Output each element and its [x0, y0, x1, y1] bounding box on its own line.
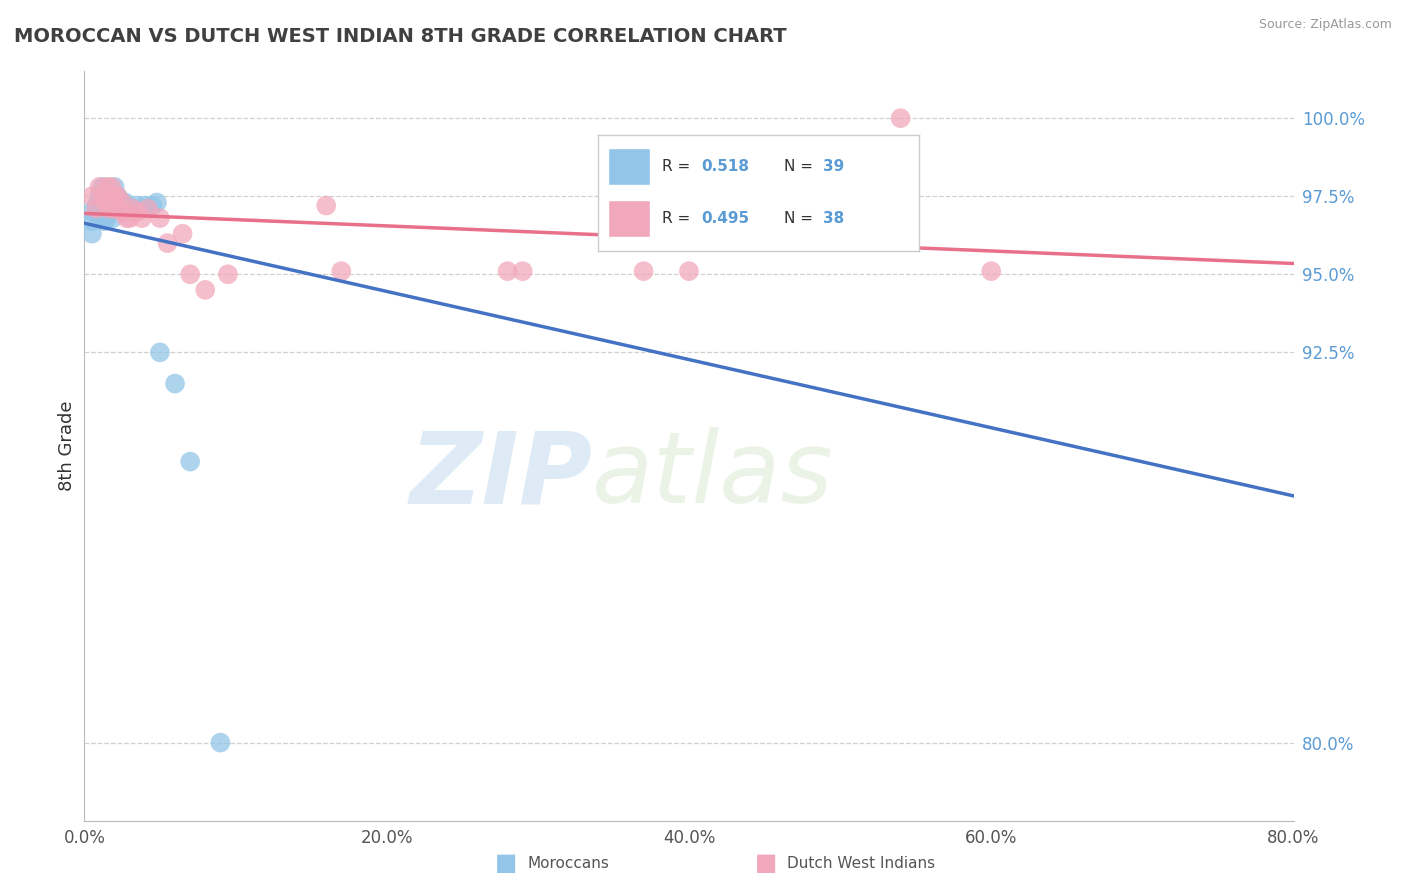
- Point: [96, 179, 118, 194]
- Point: [149, 345, 172, 359]
- Point: [131, 211, 153, 225]
- Text: ■: ■: [755, 852, 778, 875]
- Point: [217, 268, 239, 282]
- Point: [179, 454, 201, 468]
- Point: [111, 204, 134, 219]
- Point: [93, 214, 115, 228]
- Text: Dutch West Indians: Dutch West Indians: [787, 856, 935, 871]
- Point: [131, 202, 153, 216]
- Point: [86, 198, 108, 212]
- Point: [96, 202, 118, 216]
- Point: [330, 264, 353, 278]
- Point: [194, 283, 217, 297]
- Point: [96, 211, 118, 225]
- Point: [602, 179, 624, 194]
- Point: [104, 179, 127, 194]
- Point: [141, 198, 163, 212]
- Point: [100, 179, 122, 194]
- Point: [104, 202, 127, 216]
- Y-axis label: 8th Grade: 8th Grade: [58, 401, 76, 491]
- Point: [107, 189, 129, 203]
- Point: [111, 204, 134, 219]
- Point: [96, 189, 118, 203]
- Point: [179, 268, 201, 282]
- Point: [633, 264, 655, 278]
- Point: [96, 189, 118, 203]
- Point: [97, 202, 120, 216]
- Point: [89, 179, 111, 194]
- Point: [114, 195, 136, 210]
- Point: [80, 204, 103, 219]
- Text: ZIP: ZIP: [409, 427, 592, 524]
- Point: [94, 195, 117, 210]
- Point: [121, 202, 143, 216]
- Point: [80, 227, 103, 241]
- Point: [118, 211, 141, 225]
- Point: [97, 189, 120, 203]
- Point: [156, 235, 179, 250]
- Point: [91, 179, 114, 194]
- Text: MOROCCAN VS DUTCH WEST INDIAN 8TH GRADE CORRELATION CHART: MOROCCAN VS DUTCH WEST INDIAN 8TH GRADE …: [14, 27, 787, 45]
- Point: [115, 211, 138, 225]
- Point: [100, 189, 122, 203]
- Point: [890, 111, 912, 125]
- Point: [512, 264, 534, 278]
- Point: [80, 214, 103, 228]
- Point: [107, 202, 129, 216]
- Point: [89, 211, 111, 225]
- Point: [100, 189, 122, 203]
- Text: ■: ■: [495, 852, 517, 875]
- Point: [107, 202, 129, 216]
- Point: [104, 189, 127, 203]
- Point: [89, 189, 111, 203]
- Point: [146, 195, 169, 210]
- Point: [111, 195, 134, 210]
- Point: [209, 735, 232, 749]
- Point: [315, 198, 337, 212]
- Point: [91, 189, 114, 203]
- Point: [172, 227, 194, 241]
- Point: [121, 202, 143, 216]
- Point: [496, 264, 519, 278]
- Point: [97, 202, 120, 216]
- Point: [980, 264, 1002, 278]
- Point: [127, 204, 149, 219]
- Point: [602, 202, 624, 216]
- Point: [98, 195, 121, 210]
- Point: [115, 204, 138, 219]
- Point: [97, 189, 120, 203]
- Point: [101, 211, 124, 225]
- Point: [134, 198, 156, 212]
- Point: [100, 202, 122, 216]
- Point: [93, 204, 115, 219]
- Point: [91, 195, 114, 210]
- Point: [165, 376, 187, 391]
- Point: [118, 204, 141, 219]
- Text: Moroccans: Moroccans: [527, 856, 609, 871]
- Point: [107, 189, 129, 203]
- Point: [127, 198, 149, 212]
- Point: [136, 202, 159, 216]
- Text: Source: ZipAtlas.com: Source: ZipAtlas.com: [1258, 18, 1392, 31]
- Point: [104, 189, 127, 203]
- Point: [80, 189, 103, 203]
- Point: [678, 264, 700, 278]
- Point: [111, 195, 134, 210]
- Point: [149, 211, 172, 225]
- Text: atlas: atlas: [592, 427, 834, 524]
- Point: [86, 202, 108, 216]
